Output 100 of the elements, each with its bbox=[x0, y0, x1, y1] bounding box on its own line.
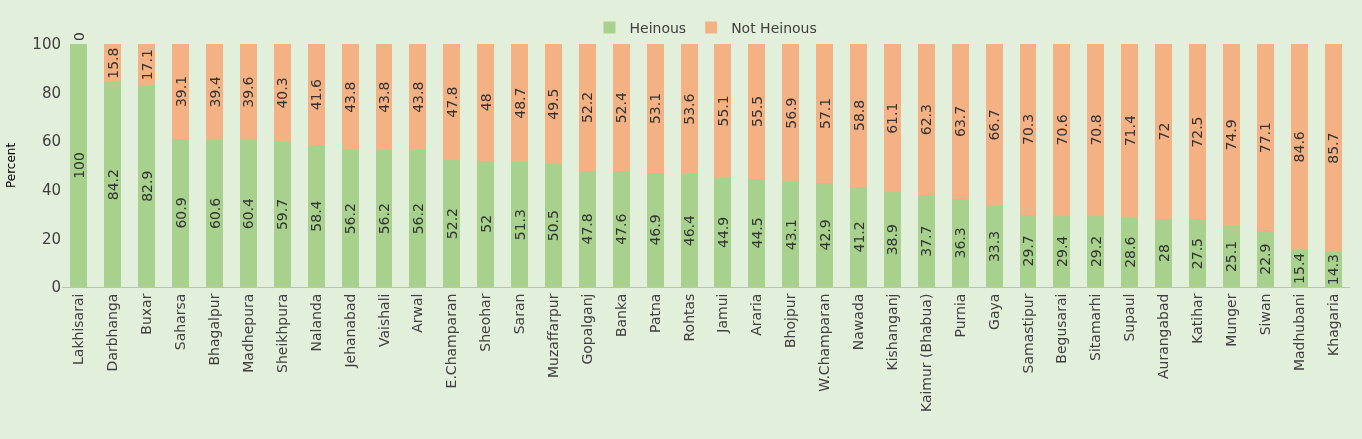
bar bbox=[680, 174, 698, 287]
data-label: 29.2 bbox=[1087, 235, 1104, 268]
x-tick-label: Kishanganj bbox=[883, 293, 900, 371]
bar bbox=[239, 44, 257, 141]
x-tick-label: Jamui bbox=[714, 293, 731, 334]
bar bbox=[239, 140, 257, 287]
bar bbox=[307, 44, 325, 146]
bar bbox=[477, 160, 495, 287]
data-label: 28.6 bbox=[1121, 236, 1138, 268]
x-tick-label: Jehanabad bbox=[341, 293, 358, 369]
bar bbox=[1019, 44, 1037, 215]
x-tick-label: E.Champaran bbox=[443, 293, 460, 389]
data-label: 43.8 bbox=[342, 81, 359, 113]
bar bbox=[748, 44, 766, 179]
data-label: 85.7 bbox=[1325, 132, 1342, 164]
bar bbox=[883, 192, 901, 287]
data-label: 14.3 bbox=[1325, 254, 1342, 286]
data-label: 61.1 bbox=[884, 102, 901, 134]
bar bbox=[1053, 44, 1071, 216]
x-tick-label: Sheohar bbox=[477, 293, 494, 352]
x-tick-label: Bhojpur bbox=[782, 293, 799, 349]
bar bbox=[307, 145, 325, 287]
x-tick-label: Saharsa bbox=[172, 293, 189, 351]
data-label: 47.8 bbox=[579, 213, 596, 245]
bar bbox=[1121, 44, 1139, 218]
data-label: 84.2 bbox=[104, 169, 121, 201]
data-label: 82.9 bbox=[138, 170, 155, 202]
bar bbox=[612, 171, 630, 287]
bar bbox=[1324, 44, 1342, 253]
data-label: 55.1 bbox=[714, 95, 731, 127]
bar bbox=[443, 44, 461, 161]
data-label: 39.1 bbox=[172, 75, 189, 108]
x-tick-label: Purnia bbox=[951, 293, 968, 338]
data-label: 41.6 bbox=[308, 78, 325, 111]
data-label: 62.3 bbox=[918, 104, 935, 136]
x-tick-label: Patna bbox=[646, 293, 663, 333]
data-label: 48.7 bbox=[511, 87, 528, 119]
x-tick-label: Kaimur (Bhabua) bbox=[917, 293, 934, 413]
x-tick-label: Khagaria bbox=[1324, 293, 1341, 356]
data-label: 17.1 bbox=[138, 49, 155, 81]
data-label: 33.3 bbox=[986, 230, 1003, 263]
data-label: 70.3 bbox=[1020, 113, 1036, 145]
x-tick-label: Araria bbox=[748, 293, 765, 336]
data-label: 60.9 bbox=[172, 197, 189, 229]
data-label: 36.3 bbox=[952, 227, 969, 259]
bar bbox=[917, 195, 935, 287]
data-label: 43.1 bbox=[782, 219, 799, 251]
bar bbox=[104, 82, 122, 287]
bar bbox=[850, 44, 867, 187]
bar bbox=[138, 85, 156, 287]
bar bbox=[714, 44, 732, 178]
bar bbox=[1155, 44, 1173, 219]
data-label: 46.4 bbox=[681, 214, 698, 247]
data-label: 44.9 bbox=[714, 216, 731, 249]
x-tick-label: Supaul bbox=[1121, 293, 1138, 342]
x-tick-label: Darbhanga bbox=[104, 293, 121, 372]
bar bbox=[172, 44, 190, 140]
bar bbox=[545, 164, 562, 287]
data-label: 15.4 bbox=[1291, 252, 1308, 284]
x-tick-label: Lakhisarai bbox=[70, 293, 87, 365]
data-label: 72 bbox=[1155, 122, 1172, 141]
data-label: 38.9 bbox=[884, 224, 901, 256]
data-label: 52 bbox=[477, 214, 494, 233]
data-label: 57.1 bbox=[816, 97, 833, 129]
bar bbox=[816, 182, 834, 287]
data-label: 52.2 bbox=[443, 207, 460, 240]
data-label: 71.4 bbox=[1121, 115, 1138, 147]
data-label: 48 bbox=[477, 93, 494, 112]
bar bbox=[646, 44, 664, 174]
bar bbox=[680, 44, 698, 175]
data-label: 55.5 bbox=[748, 95, 765, 128]
bar bbox=[511, 44, 529, 163]
data-label: 52.2 bbox=[579, 91, 596, 124]
bar bbox=[341, 44, 359, 151]
bar bbox=[1189, 44, 1206, 221]
bar bbox=[1222, 44, 1240, 227]
x-tick-label: W.Champaran bbox=[816, 293, 833, 392]
bar bbox=[409, 150, 427, 287]
y-tick-label: 0 bbox=[51, 278, 61, 297]
bar bbox=[612, 44, 630, 172]
bar bbox=[1256, 44, 1274, 232]
data-label: 29.4 bbox=[1053, 235, 1070, 267]
x-tick-label: Begusarai bbox=[1053, 293, 1070, 364]
data-label: 47.6 bbox=[613, 213, 630, 245]
x-tick-label: Buxar bbox=[138, 293, 155, 335]
y-tick-label: 100 bbox=[32, 35, 61, 54]
legend-label: Not Heinous bbox=[731, 20, 817, 37]
data-label: 66.7 bbox=[986, 109, 1003, 141]
data-label: 84.6 bbox=[1291, 131, 1308, 163]
bar bbox=[341, 150, 359, 287]
x-tick-label: Gopalganj bbox=[578, 293, 595, 365]
bar bbox=[782, 44, 800, 183]
x-tick-label: Aurangabad bbox=[1155, 293, 1172, 380]
x-tick-label: Sheikhpura bbox=[273, 293, 290, 373]
data-label: 56.9 bbox=[782, 97, 799, 129]
bar bbox=[782, 182, 800, 287]
data-label: 56.2 bbox=[409, 203, 426, 235]
y-tick-label: 20 bbox=[41, 229, 61, 248]
data-label: 43.8 bbox=[376, 81, 392, 113]
data-label: 60.4 bbox=[240, 197, 257, 230]
